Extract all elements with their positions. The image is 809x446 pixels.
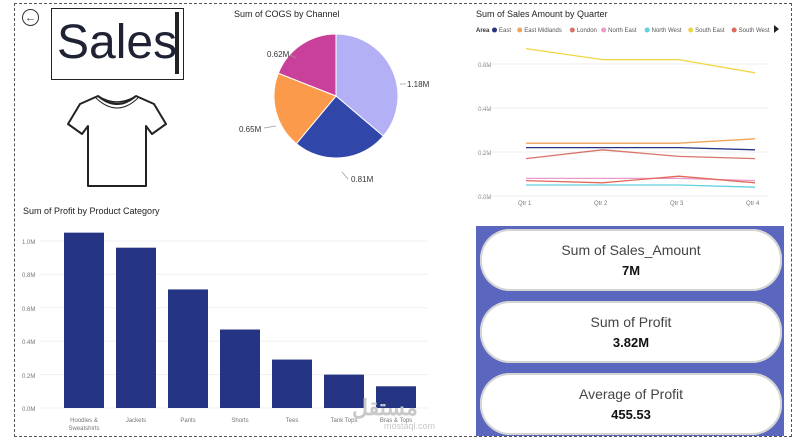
legend-label-2: East Midlands (524, 28, 562, 34)
title-accent-bar (175, 12, 179, 74)
kpi-card-average-profit: Average of Profit 455.53 (480, 373, 782, 435)
line-xtick-4: Qtr 4 (746, 201, 760, 207)
bar-4[interactable] (220, 329, 260, 408)
kpi-value: 455.53 (611, 407, 651, 422)
line-xtick-3: Qtr 3 (670, 201, 684, 207)
pie-chart: 1.18M 0.81M 0.65M 0.62M (239, 33, 430, 184)
line-ytick-3: 0.2M (478, 151, 491, 157)
bar-1[interactable] (64, 232, 104, 408)
legend-label-7: South West (739, 28, 770, 34)
page-title: Sales (57, 16, 178, 69)
bar-x-labels: Hoodies & Sweatshirts Jackets Pants Shorts Te… (68, 418, 412, 432)
bar-ytick-5: 0.2M (22, 374, 35, 380)
pie-slice-2[interactable] (295, 95, 384, 159)
legend-swatch-4 (601, 27, 607, 33)
line-ytick-2: 0.4M (478, 107, 491, 113)
line-chart: Area East East Midlands London North East No… (476, 27, 770, 207)
legend-label-3: London (577, 28, 597, 34)
kpi-label: Sum of Profit (590, 314, 672, 330)
bar-5[interactable] (272, 359, 312, 408)
pie-label-1: 1.18M (407, 80, 430, 89)
line-ytick-1: 0.6M (478, 63, 491, 69)
pie-label-4: 0.62M (267, 50, 290, 59)
line-legend: East East Midlands London North East North W… (492, 27, 770, 34)
pie-label-3: 0.65M (239, 125, 262, 134)
line-series-north-west[interactable] (526, 184, 756, 188)
line-chart-title: Sum of Sales Amount by Quarter (476, 9, 608, 19)
bar-ytick-2: 0.8M (22, 273, 35, 279)
bar-xtick-1: Hoodies & (70, 418, 98, 424)
pie-slice-1[interactable] (335, 33, 399, 137)
bar-xtick-1: Sweatshirts (68, 426, 99, 432)
pie-slice-3[interactable] (273, 72, 337, 145)
legend-swatch-6 (688, 27, 694, 33)
kpi-value: 3.82M (612, 335, 650, 350)
bar-chart-title: Sum of Profit by Product Category (23, 206, 160, 216)
kpi-label: Average of Profit (578, 386, 684, 402)
legend-label-4: North East (608, 28, 637, 34)
tshirt-icon (67, 95, 167, 187)
bar-2[interactable] (116, 247, 156, 408)
legend-label-6: South East (695, 28, 725, 34)
bar-chart: 1.0M 0.8M 0.6M 0.4M 0.2M 0.0M Hoodies & S… (22, 232, 428, 432)
bar-xtick-3: Pants (180, 418, 195, 424)
watermark-logo: مستقل (352, 395, 418, 420)
kpi-value: 7M (621, 263, 641, 278)
kpi-card-sum-profit: Sum of Profit 3.82M (480, 301, 782, 363)
bar-xtick-6: Tank Tops (331, 418, 358, 424)
legend-label-1: East (499, 28, 511, 34)
pie-label-2: 0.81M (351, 175, 374, 184)
legend-title: Area (476, 28, 490, 34)
bar-xtick-4: Shorts (231, 418, 248, 424)
legend-label-5: North West (652, 28, 682, 34)
line-xtick-1: Qtr 1 (518, 201, 532, 207)
legend-swatch-5 (644, 27, 650, 33)
kpi-card-sales-amount: Sum of Sales_Amount 7M (480, 229, 782, 291)
line-series-south-east[interactable] (525, 47, 756, 74)
bar-ytick-1: 1.0M (22, 240, 35, 246)
play-icon[interactable] (774, 25, 779, 33)
bar-7[interactable] (376, 386, 416, 408)
bar-ytick-3: 0.6M (22, 307, 35, 313)
line-xtick-2: Qtr 2 (594, 201, 608, 207)
kpi-label: Sum of Sales_Amount (561, 242, 701, 258)
bar-ytick-6: 0.0M (22, 407, 35, 413)
line-series-east[interactable] (526, 146, 756, 151)
bar-ytick-4: 0.4M (22, 340, 35, 346)
pie-slice-4[interactable] (277, 33, 337, 97)
bar-xtick-2: Jackets (126, 418, 146, 424)
pie-chart-title: Sum of COGS by Channel (234, 9, 340, 19)
legend-swatch-3 (569, 27, 575, 33)
dashboard-frame (14, 3, 792, 437)
title-card: Sales (51, 8, 184, 80)
bar-xtick-5: Tees (286, 418, 299, 424)
line-series-london[interactable] (525, 149, 756, 160)
line-ytick-4: 0.0M (478, 195, 491, 201)
back-arrow-icon[interactable]: ← (22, 9, 39, 26)
watermark-url: mostaql.com (384, 421, 436, 431)
bar-6[interactable] (324, 374, 364, 408)
line-series-east-midlands[interactable] (526, 138, 756, 144)
bar-3[interactable] (168, 289, 208, 408)
legend-swatch-2 (517, 27, 523, 33)
bar-xtick-7: Bras & Tops (380, 418, 412, 424)
legend-swatch-7 (731, 27, 737, 33)
legend-swatch-1 (492, 27, 497, 33)
line-series-south-west[interactable] (525, 175, 756, 184)
